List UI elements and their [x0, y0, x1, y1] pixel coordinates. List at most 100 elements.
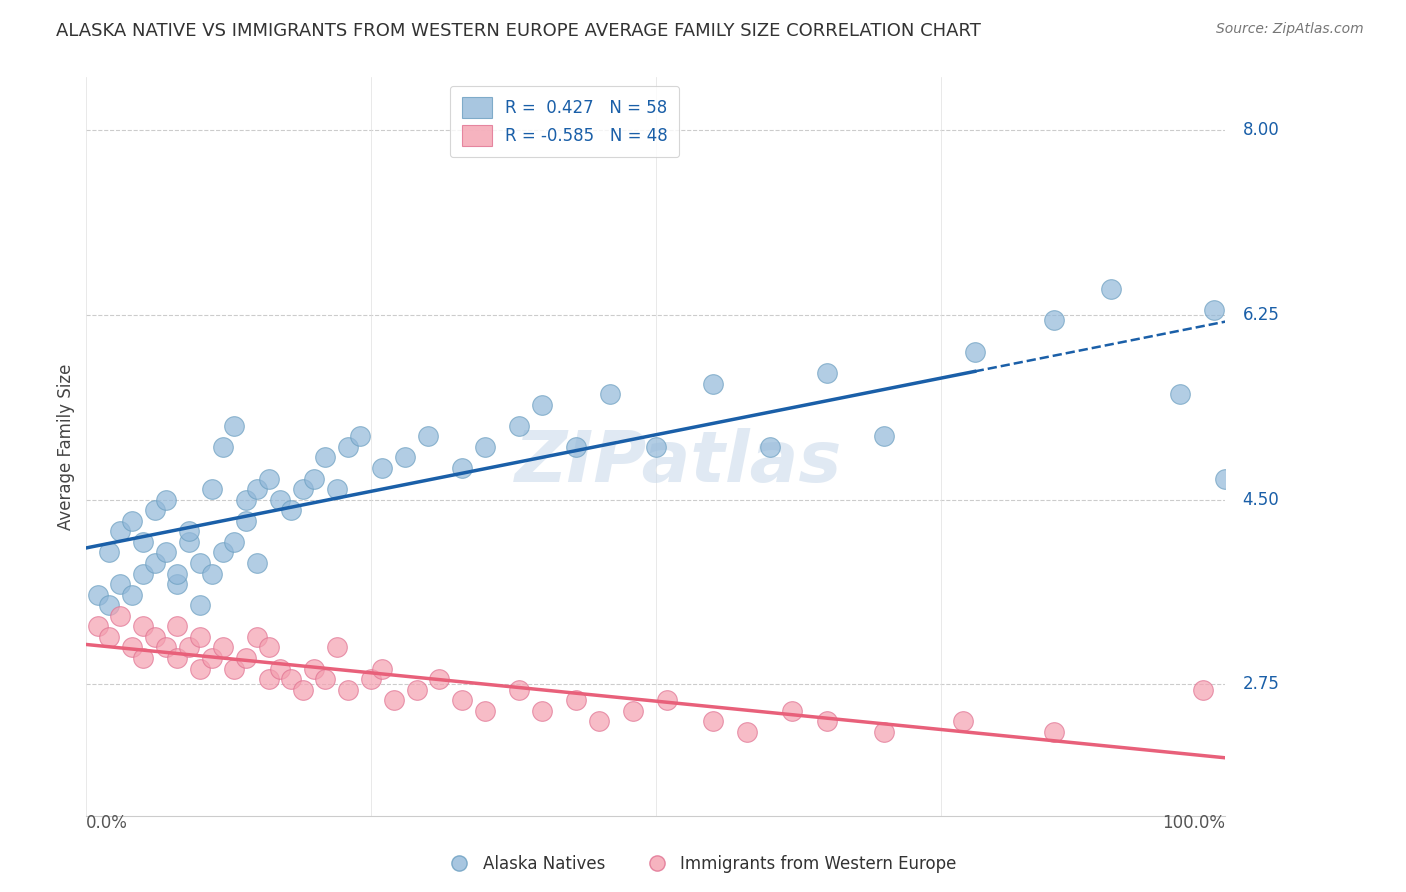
Point: [132, 619, 155, 633]
Point: [235, 492, 257, 507]
Point: [702, 714, 724, 729]
Point: [166, 577, 188, 591]
Point: [121, 514, 143, 528]
Point: [132, 651, 155, 665]
Point: [257, 472, 280, 486]
Point: [121, 588, 143, 602]
Point: [98, 599, 121, 613]
Point: [177, 640, 200, 655]
Point: [110, 608, 132, 623]
Legend: Alaska Natives, Immigrants from Western Europe: Alaska Natives, Immigrants from Western …: [443, 848, 963, 880]
Point: [657, 693, 679, 707]
Point: [188, 599, 211, 613]
Point: [166, 651, 188, 665]
Point: [429, 672, 451, 686]
Point: [416, 429, 439, 443]
Point: [702, 376, 724, 391]
Point: [508, 418, 530, 433]
Point: [565, 440, 588, 454]
Point: [235, 514, 257, 528]
Point: [1168, 387, 1191, 401]
Point: [155, 640, 177, 655]
Point: [188, 630, 211, 644]
Point: [188, 662, 211, 676]
Point: [963, 345, 986, 359]
Point: [314, 450, 336, 465]
Point: [235, 651, 257, 665]
Point: [121, 640, 143, 655]
Point: [132, 535, 155, 549]
Point: [394, 450, 416, 465]
Point: [872, 725, 894, 739]
Point: [474, 704, 496, 718]
Text: ALASKA NATIVE VS IMMIGRANTS FROM WESTERN EUROPE AVERAGE FAMILY SIZE CORRELATION : ALASKA NATIVE VS IMMIGRANTS FROM WESTERN…: [56, 22, 981, 40]
Point: [291, 682, 314, 697]
Point: [599, 387, 621, 401]
Point: [86, 619, 108, 633]
Point: [1099, 281, 1122, 295]
Point: [530, 398, 553, 412]
Point: [451, 693, 474, 707]
Point: [212, 440, 235, 454]
Point: [224, 535, 246, 549]
Text: 100.0%: 100.0%: [1163, 814, 1225, 832]
Point: [1043, 313, 1066, 327]
Point: [302, 662, 325, 676]
Point: [246, 482, 269, 496]
Point: [758, 440, 780, 454]
Point: [200, 566, 222, 581]
Text: 0.0%: 0.0%: [86, 814, 128, 832]
Point: [155, 492, 177, 507]
Point: [451, 461, 474, 475]
Point: [200, 482, 222, 496]
Text: 4.50: 4.50: [1243, 491, 1279, 508]
Point: [565, 693, 588, 707]
Point: [280, 672, 302, 686]
Point: [1202, 302, 1225, 317]
Point: [86, 588, 108, 602]
Point: [1213, 472, 1236, 486]
Point: [326, 640, 349, 655]
Point: [349, 429, 371, 443]
Point: [337, 440, 360, 454]
Point: [166, 619, 188, 633]
Text: 2.75: 2.75: [1243, 675, 1279, 693]
Point: [1191, 682, 1213, 697]
Point: [257, 672, 280, 686]
Point: [508, 682, 530, 697]
Point: [177, 535, 200, 549]
Point: [224, 418, 246, 433]
Text: Source: ZipAtlas.com: Source: ZipAtlas.com: [1216, 22, 1364, 37]
Point: [382, 693, 405, 707]
Point: [98, 630, 121, 644]
Point: [155, 545, 177, 559]
Point: [405, 682, 427, 697]
Point: [257, 640, 280, 655]
Point: [246, 630, 269, 644]
Point: [474, 440, 496, 454]
Y-axis label: Average Family Size: Average Family Size: [58, 364, 75, 530]
Point: [371, 662, 394, 676]
Point: [143, 556, 166, 570]
Text: ZIPatlas: ZIPatlas: [515, 428, 842, 497]
Point: [200, 651, 222, 665]
Point: [177, 524, 200, 539]
Text: 8.00: 8.00: [1243, 121, 1279, 139]
Point: [782, 704, 804, 718]
Point: [291, 482, 314, 496]
Point: [360, 672, 382, 686]
Point: [280, 503, 302, 517]
Point: [143, 503, 166, 517]
Point: [815, 714, 838, 729]
Point: [371, 461, 394, 475]
Point: [166, 566, 188, 581]
Point: [302, 472, 325, 486]
Point: [212, 545, 235, 559]
Point: [326, 482, 349, 496]
Text: 6.25: 6.25: [1243, 306, 1279, 324]
Point: [212, 640, 235, 655]
Point: [588, 714, 610, 729]
Point: [530, 704, 553, 718]
Point: [246, 556, 269, 570]
Point: [872, 429, 894, 443]
